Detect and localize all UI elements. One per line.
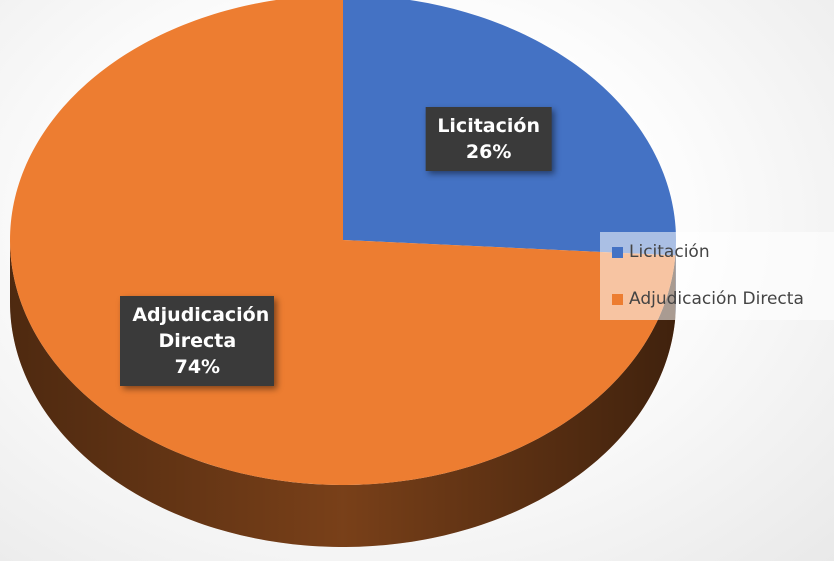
legend-entry: Licitación: [612, 242, 710, 262]
legend-label: Licitación: [629, 242, 710, 262]
legend-swatch: [612, 246, 623, 258]
legend-entry: Adjudicación Directa: [612, 289, 804, 309]
pie-side-shade: [10, 240, 676, 547]
data-label-category: Licitación: [437, 115, 540, 138]
data-label: Licitación 26%: [425, 107, 552, 172]
data-label: Adjudicación Directa 74%: [120, 295, 275, 386]
legend: Licitación Adjudicación Directa: [600, 232, 834, 320]
data-label-category: Adjudicación Directa: [132, 303, 270, 352]
legend-swatch: [612, 293, 623, 305]
data-label-value: 74%: [174, 355, 221, 378]
data-label-value: 26%: [465, 141, 512, 164]
legend-label: Adjudicación Directa: [629, 289, 804, 309]
